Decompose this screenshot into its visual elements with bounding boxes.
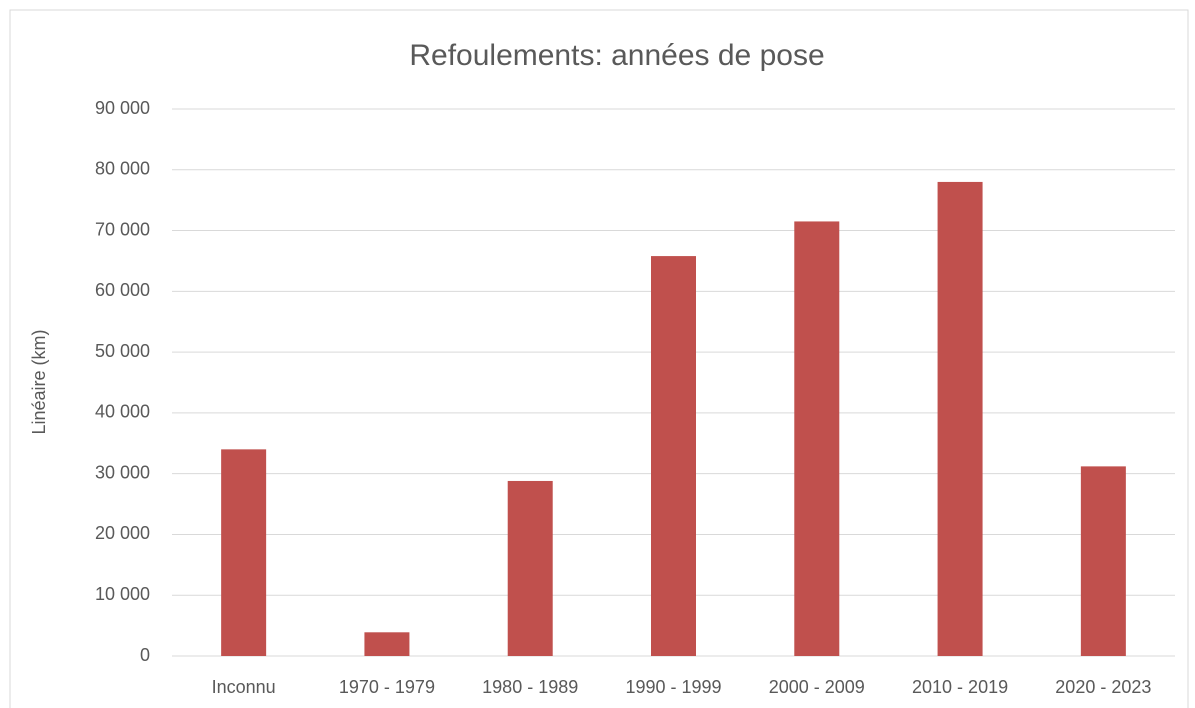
x-tick-label: Inconnu [212,677,276,697]
y-tick-label: 80 000 [95,159,150,179]
x-tick-label: 2020 - 2023 [1055,677,1151,697]
chart-border [9,9,1189,708]
x-tick-label: 2010 - 2019 [912,677,1008,697]
bar [937,181,983,656]
bar [364,632,410,656]
bar [651,256,696,656]
y-tick-label: 10 000 [95,584,150,604]
y-tick-label: 30 000 [95,462,150,482]
x-tick-label: 1970 - 1979 [339,677,435,697]
chart-title: Refoulements: années de pose [409,39,824,72]
y-tick-label: 60 000 [95,280,150,300]
y-tick-label: 0 [140,645,150,665]
y-tick-label: 50 000 [95,341,150,361]
y-axis-label: Linéaire (km) [29,329,49,434]
bar [1080,466,1126,656]
x-tick-label: 2000 - 2009 [769,677,865,697]
x-tick-label: 1990 - 1999 [625,677,721,697]
y-tick-label: 90 000 [95,98,150,118]
y-tick-label: 20 000 [95,523,150,543]
y-tick-label: 40 000 [95,402,150,422]
bar [221,449,267,656]
x-tick-label: 1980 - 1989 [482,677,578,697]
bar [794,221,840,656]
y-tick-label: 70 000 [95,219,150,239]
bar [507,480,553,656]
